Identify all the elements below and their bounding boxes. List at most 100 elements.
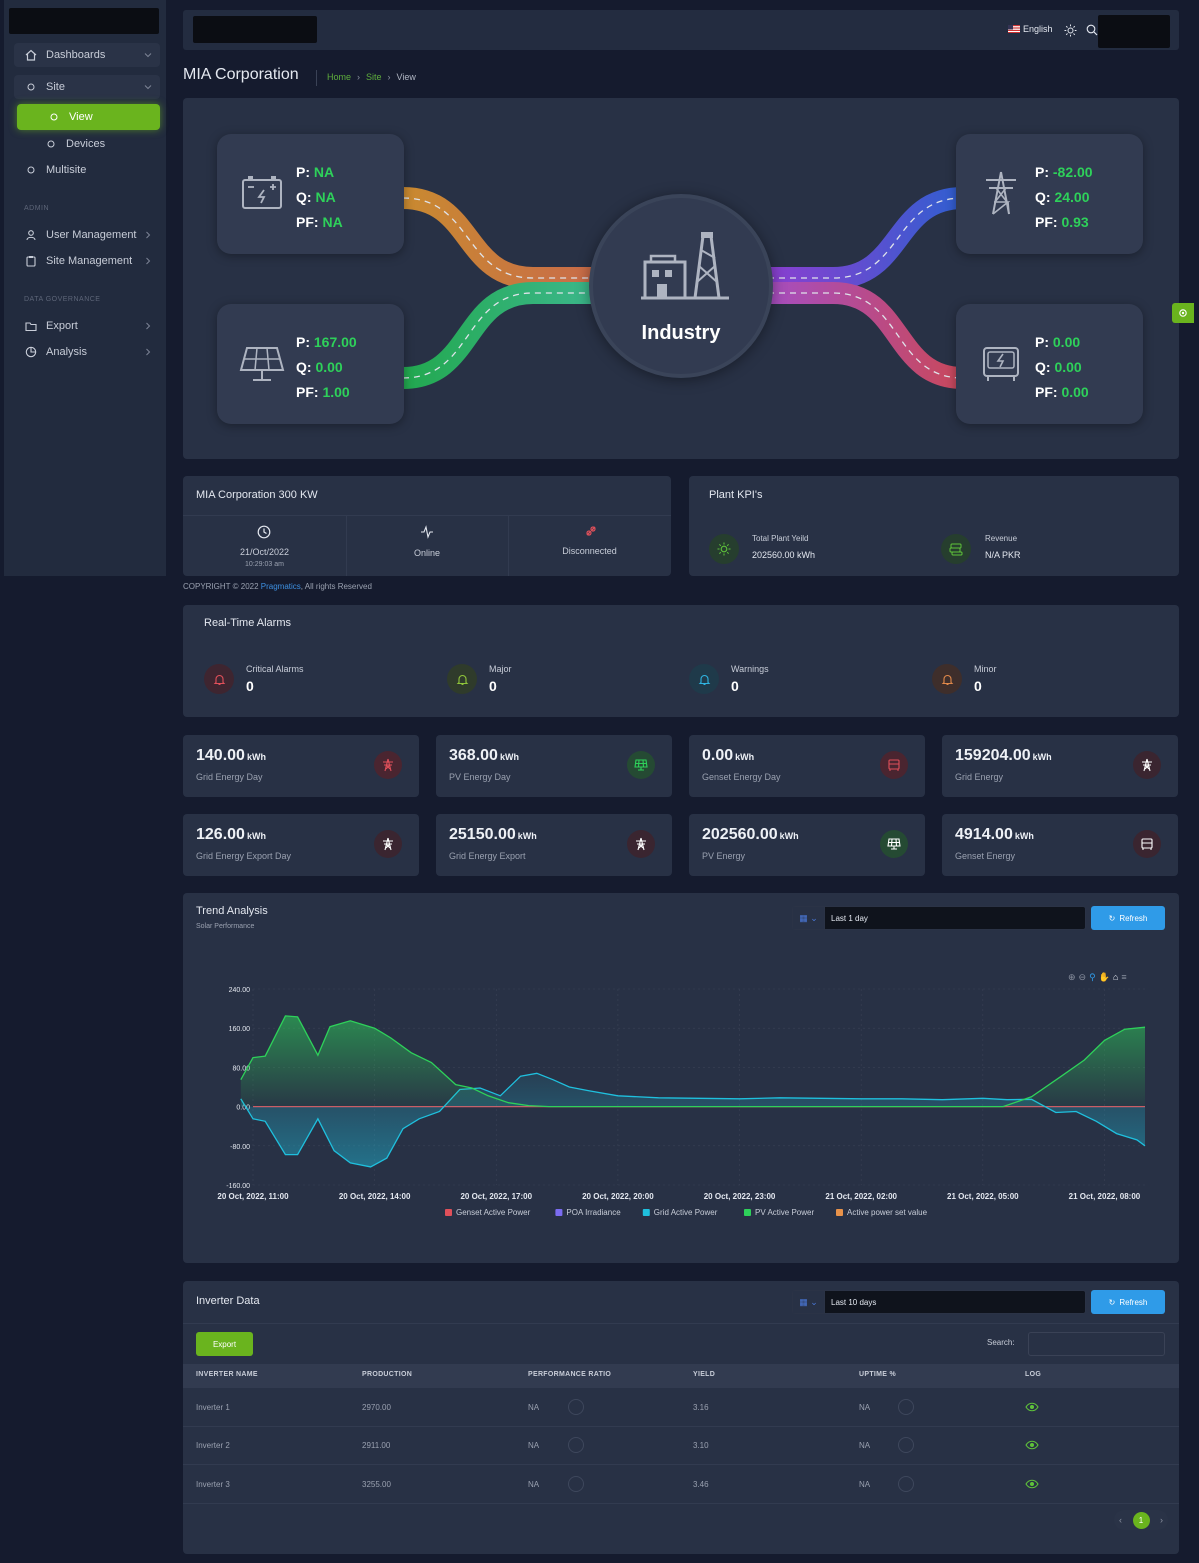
page-1-button[interactable]: 1 (1132, 1511, 1150, 1529)
plug-disconnected-icon (586, 526, 596, 536)
company-link[interactable]: Pragmatics (260, 582, 301, 591)
col-uptime[interactable]: UPTIME % (859, 1371, 897, 1378)
col-yield[interactable]: YIELD (693, 1371, 716, 1378)
inverter-yield: 3.46 (693, 1480, 709, 1489)
prev-page-button[interactable]: ‹ (1119, 1515, 1122, 1525)
eye-icon[interactable] (1025, 1400, 1039, 1414)
next-page-button[interactable]: › (1160, 1515, 1163, 1525)
sun-icon[interactable] (1064, 24, 1077, 37)
grid-meter-card[interactable]: P: -82.00 Q: 24.00 PF: 0.93 (956, 134, 1143, 254)
col-inverter-name[interactable]: INVERTER NAME (196, 1371, 258, 1378)
reset-icon[interactable]: ⌂ (1112, 972, 1119, 982)
col-production[interactable]: PRODUCTION (362, 1371, 413, 1378)
alarm-warnings[interactable]: Warnings 0 (689, 664, 769, 694)
kpi-value: 25150.00 (449, 826, 516, 843)
row-divider (183, 1426, 1179, 1427)
magnify-icon[interactable]: ⚲ (1089, 972, 1096, 982)
pv-active-power-area (240, 1015, 1146, 1107)
col-performance-ratio[interactable]: PERFORMANCE RATIO (528, 1371, 612, 1378)
zoom-in-icon[interactable]: ⊕ (1068, 972, 1076, 982)
tower-icon (1133, 751, 1161, 779)
sidebar-item-export[interactable]: Export (14, 314, 160, 338)
zoom-out-icon[interactable]: ⊖ (1078, 972, 1087, 982)
kpi-label: Grid Energy Export Day (196, 851, 292, 861)
kpi-unit: kWh (779, 831, 799, 841)
y-tick-label: 160.00 (229, 1026, 251, 1033)
sidebar-item-view[interactable]: View (17, 104, 160, 130)
inverter-production: 3255.00 (362, 1480, 391, 1489)
language-selector[interactable]: English (1008, 24, 1053, 34)
kpi-label: PV Energy Day (449, 772, 511, 782)
solar-meter-card[interactable]: P: 167.00 Q: 0.00 PF: 1.00 (217, 304, 404, 424)
genset-meter-card[interactable]: P: 0.00 Q: 0.00 PF: 0.00 (956, 304, 1143, 424)
p-label: P: (296, 334, 310, 350)
site-info-panel: MIA Corporation 300 KW 21/Oct/2022 10:29… (183, 476, 671, 576)
folder-icon (24, 319, 38, 333)
battery-p-value: NA (313, 164, 335, 180)
trend-chart[interactable]: 240.00 160.00 80.00 0.00 -80.00 -160.00 20 Oct… (183, 973, 1179, 1233)
inverter-refresh-button[interactable]: ↻ Refresh (1091, 1290, 1165, 1314)
sidebar: Dashboards Site View Devices Multisite A… (4, 0, 166, 601)
kpi-label: Genset Energy Day (702, 772, 781, 782)
industry-hub[interactable]: Industry (589, 194, 773, 378)
topbar-logo-placeholder (193, 16, 317, 43)
col-log[interactable]: LOG (1025, 1371, 1042, 1378)
inverter-uptime: NA (859, 1403, 871, 1412)
menu-icon[interactable]: ≡ (1121, 972, 1127, 982)
refresh-icon: ↻ (1108, 913, 1116, 923)
y-tick-label: 240.00 (229, 987, 251, 994)
battery-q-value: NA (315, 189, 336, 205)
settings-button[interactable] (1172, 303, 1194, 323)
pr-progress-ring (568, 1437, 584, 1453)
tower-icon (627, 830, 655, 858)
table-search-input[interactable] (1028, 1332, 1165, 1356)
sidebar-item-analysis[interactable]: Analysis (14, 340, 160, 364)
battery-meter-card[interactable]: P: NA Q: NA PF: NA (217, 134, 404, 254)
chevron-right-icon (146, 348, 151, 356)
calendar-icon: ▦ ⌄ (793, 907, 825, 929)
kpi-value: 140.00 (196, 747, 245, 764)
alarm-count: 0 (731, 678, 739, 694)
export-button[interactable]: Export (196, 1332, 253, 1356)
divider (183, 515, 671, 516)
site-info-title: MIA Corporation 300 KW (196, 489, 318, 501)
alarm-minor[interactable]: Minor 0 (932, 664, 997, 694)
battery-icon (242, 176, 282, 209)
breadcrumb-home[interactable]: Home (327, 72, 352, 82)
inverter-production: 2911.00 (362, 1441, 391, 1450)
sidebar-item-user-management[interactable]: User Management (14, 223, 160, 247)
eye-icon[interactable] (1025, 1477, 1039, 1491)
legend-marker (836, 1209, 843, 1216)
sidebar-item-site-management[interactable]: Site Management (14, 249, 160, 273)
realtime-alarms-panel: Real-Time Alarms (183, 605, 1179, 717)
sidebar-item-multisite[interactable]: Multisite (14, 158, 160, 182)
eye-icon[interactable] (1025, 1438, 1039, 1452)
pf-label: PF: (1035, 384, 1058, 400)
language-label: English (1023, 24, 1053, 34)
alarm-major[interactable]: Major 0 (447, 664, 512, 694)
breadcrumb-site[interactable]: Site (366, 72, 382, 82)
sidebar-item-devices[interactable]: Devices (14, 132, 160, 156)
legend-label: Active power set value (847, 1208, 928, 1217)
pan-icon[interactable]: ✋ (1098, 972, 1110, 982)
kpi-value: 126.00 (196, 826, 245, 843)
topbar: English (183, 10, 1179, 50)
trend-date-range[interactable]: ▦ ⌄ Last 1 day (792, 906, 1086, 930)
inverter-date-range[interactable]: ▦ ⌄ Last 10 days (792, 1290, 1086, 1314)
x-tick-label: 20 Oct, 2022, 20:00 (582, 1192, 654, 1201)
kpi-value: 159204.00 (955, 747, 1031, 764)
pf-label: PF: (1035, 214, 1058, 230)
kpi-genset-energy: 4914.00 kWh Genset Energy (942, 814, 1178, 876)
sidebar-item-dashboards[interactable]: Dashboards (14, 43, 160, 67)
bell-icon (689, 664, 719, 694)
inverter-pr: NA (528, 1480, 540, 1489)
user-avatar-placeholder[interactable] (1098, 15, 1170, 48)
grid-values: P: -82.00 Q: 24.00 PF: 0.93 (1035, 160, 1093, 235)
yield-value: 202560.00 kWh (752, 550, 816, 560)
alarm-critical[interactable]: Critical Alarms 0 (204, 664, 304, 694)
sidebar-item-site[interactable]: Site (14, 75, 160, 99)
inverter-pr: NA (528, 1441, 540, 1450)
pagination: ‹ 1 › (1114, 1510, 1168, 1530)
trend-refresh-button[interactable]: ↻ Refresh (1091, 906, 1165, 930)
search-icon[interactable] (1086, 24, 1098, 36)
